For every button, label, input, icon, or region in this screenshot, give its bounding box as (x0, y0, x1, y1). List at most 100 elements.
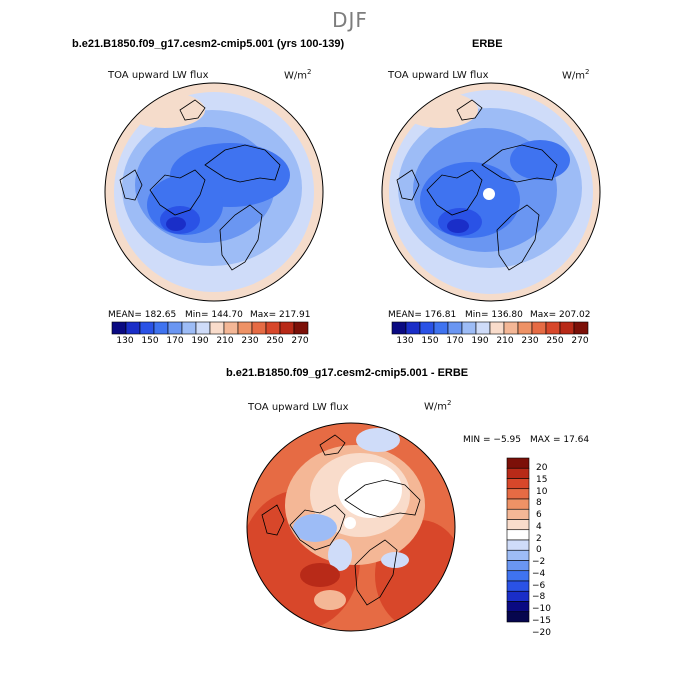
panel3-field-blob (293, 514, 337, 542)
panel2-tick-label: 230 (521, 336, 539, 346)
panel3-colorbar-box (506, 590, 530, 602)
panel1-tick-label: 170 (166, 336, 184, 346)
panel2-missing-pole (483, 188, 495, 200)
panel1-colorbar-box (111, 321, 127, 335)
panel1-tick-label: 210 (216, 336, 234, 346)
panel2-min: Min= 136.80 (465, 310, 523, 320)
panel2-tick-label: 190 (471, 336, 489, 346)
panel3-tick-label: 0 (536, 545, 542, 555)
panel2-colorbar-box (559, 321, 575, 335)
panel2-colorbar-box (419, 321, 435, 335)
panel2-coastline (426, 169, 483, 216)
panel1-tick-label: 230 (241, 336, 259, 346)
panel3-tick-label: −8 (532, 592, 546, 602)
panel2-colorbar (391, 321, 589, 335)
panel3-title: b.e21.B1850.f09_g17.cesm2-cmip5.001 - ER… (226, 367, 469, 379)
panel3-field-blob (356, 428, 400, 452)
panel2-colorbar-box (405, 321, 421, 335)
panel2-colorbar-box (573, 321, 589, 335)
panel3-tick-label: −4 (532, 569, 546, 579)
panel1-variable-label: TOA upward LW flux (108, 70, 209, 81)
panel1-colorbar-box (279, 321, 295, 335)
panel3-colorbar (506, 457, 530, 623)
panel1-colorbar-box (195, 321, 211, 335)
panel2-tick-label: 130 (396, 336, 414, 346)
panel3-field-blob (300, 563, 340, 587)
panel3-colorbar-box (506, 478, 530, 490)
panel3-tick-label: 20 (536, 463, 548, 473)
panel3-coastline (344, 479, 421, 518)
panel3-max: MAX = 17.64 (530, 435, 590, 445)
panel1-mean: MEAN= 182.65 (108, 310, 177, 320)
panel3-colorbar-box (506, 508, 530, 520)
panel3-tick-label: −15 (532, 616, 551, 626)
panel1-colorbar-box (153, 321, 169, 335)
panel2-mean: MEAN= 176.81 (388, 310, 457, 320)
panel3-tick-label: 6 (536, 510, 542, 520)
panel3-colorbar-box (506, 488, 530, 500)
panel1-coastline (219, 204, 263, 271)
panel1-tick-label: 270 (291, 336, 309, 346)
panel1-field-blob (125, 92, 205, 128)
panel2-colorbar-box (531, 321, 547, 335)
panel2-title: ERBE (472, 38, 503, 50)
panel2-tick-label: 210 (496, 336, 514, 346)
panel1-map (105, 83, 323, 301)
panel2-coastline (481, 144, 558, 183)
panel1-colorbar-box (237, 321, 253, 335)
panel1-field-blob (166, 217, 186, 231)
panel3-field-blob (328, 539, 352, 571)
panel3-colorbar-box (506, 467, 530, 479)
panel1-colorbar-box (181, 321, 197, 335)
panel3-variable-label: TOA upward LW flux (248, 402, 349, 413)
panel3-tick-label: −2 (532, 557, 546, 567)
panel2-tick-label: 150 (421, 336, 439, 346)
panel2-max: Max= 207.02 (530, 310, 591, 320)
panel3-field-blob (338, 462, 402, 518)
panel1-colorbar-box (223, 321, 239, 335)
panel3-map-border (246, 422, 456, 632)
panel2-colorbar-box (475, 321, 491, 335)
panel3-map (247, 423, 455, 631)
panel3-colorbar-box (506, 529, 530, 541)
panel2-variable-label: TOA upward LW flux (388, 70, 489, 81)
panel1-units: W/m2 (284, 68, 312, 82)
panel3-missing-pole (344, 517, 356, 529)
panel2-field-blob (447, 219, 469, 233)
panel3-colorbar-box (506, 457, 530, 469)
panel3-tick-label: −20 (532, 628, 551, 638)
panel1-coastline (204, 144, 281, 183)
panel1-colorbar-box (293, 321, 309, 335)
panel2-coastline (396, 169, 420, 201)
panel1-title: b.e21.B1850.f09_g17.cesm2-cmip5.001 (yrs… (72, 38, 345, 50)
panel3-tick-label: 15 (536, 475, 548, 485)
panel3-colorbar-box (506, 539, 530, 551)
panel3-colorbar-box (506, 601, 530, 613)
panel3-coastline (319, 434, 346, 456)
panel3-colorbar-box (506, 560, 530, 572)
panel1-colorbar-box (125, 321, 141, 335)
panel3-tick-label: 8 (536, 498, 542, 508)
panel3-field-blob (314, 590, 346, 610)
panel3-colorbar-box (506, 611, 530, 623)
panel1-colorbar-box (139, 321, 155, 335)
panel1-colorbar-box (167, 321, 183, 335)
panel1-tick-label: 150 (141, 336, 159, 346)
panel2-map (382, 83, 600, 301)
panel1-colorbar-box (209, 321, 225, 335)
panel3-tick-label: −10 (532, 604, 551, 614)
panel2-tick-label: 270 (571, 336, 589, 346)
panel1-coastline (119, 169, 143, 201)
panel2-colorbar-box (545, 321, 561, 335)
panel3-tick-label: −6 (532, 581, 546, 591)
panel3-colorbar-box (506, 549, 530, 561)
panel1-tick-label: 130 (116, 336, 134, 346)
panel2-field-blob (402, 92, 478, 128)
panel1-tick-label: 250 (266, 336, 284, 346)
panel2-colorbar-box (447, 321, 463, 335)
panel3-coastline (261, 504, 285, 536)
panel3-colorbar-box (506, 519, 530, 531)
panel1-colorbar-box (265, 321, 281, 335)
panel2-colorbar-box (433, 321, 449, 335)
